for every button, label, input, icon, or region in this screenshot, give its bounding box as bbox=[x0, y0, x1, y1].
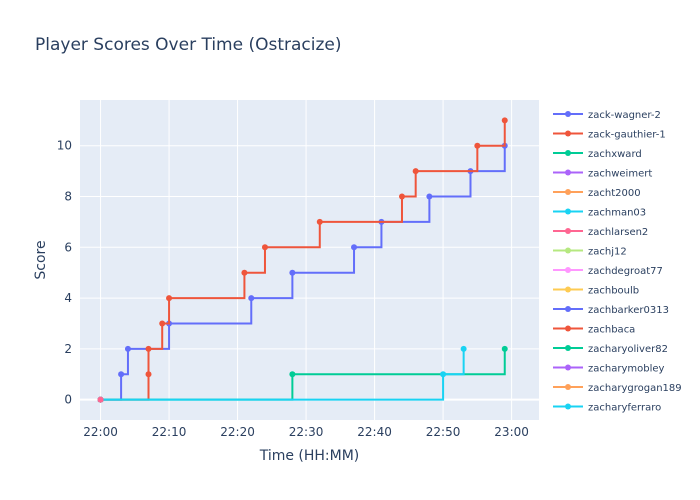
legend-label: zachj12 bbox=[588, 247, 627, 258]
series-zacharyburgess bbox=[97, 396, 104, 403]
y-tick-label: 10 bbox=[57, 139, 72, 153]
legend-item[interactable]: zachdegroat77 bbox=[553, 266, 663, 277]
legend-label: zachman03 bbox=[588, 208, 646, 219]
legend-marker bbox=[565, 364, 571, 371]
y-axis-title: Score bbox=[33, 240, 49, 279]
series-layer bbox=[97, 117, 508, 403]
legend-item[interactable]: zack-gauthier-1 bbox=[553, 130, 666, 141]
legend[interactable]: zack-wagner-2 zack-gauthier-1 zachxward zac… bbox=[553, 110, 682, 433]
legend-label: zacharymobley bbox=[588, 364, 665, 375]
legend-marker bbox=[565, 208, 571, 215]
legend-label: zachbaca bbox=[588, 325, 635, 336]
x-tick-label: 23:00 bbox=[494, 425, 529, 439]
legend-item[interactable]: zacharyoliver82 bbox=[553, 344, 668, 355]
plot-area bbox=[80, 100, 539, 420]
legend-marker bbox=[565, 228, 571, 234]
legend-marker bbox=[565, 189, 571, 195]
legend-item[interactable]: zachboulb bbox=[553, 286, 639, 297]
data-point bbox=[145, 371, 152, 378]
data-point bbox=[474, 142, 481, 149]
data-point bbox=[118, 371, 125, 378]
legend-label: zacharyferraro bbox=[588, 403, 661, 414]
data-point bbox=[501, 117, 508, 124]
data-point bbox=[241, 269, 248, 276]
legend-label: zachbarker0313 bbox=[588, 305, 669, 316]
data-point bbox=[145, 345, 152, 352]
data-point bbox=[289, 371, 296, 378]
legend-marker bbox=[565, 169, 571, 176]
legend-item[interactable]: zachxward bbox=[553, 149, 642, 160]
legend-item[interactable]: zachj12 bbox=[553, 247, 627, 258]
legend-marker bbox=[565, 345, 571, 351]
data-point bbox=[261, 244, 268, 251]
chart-title: Player Scores Over Time (Ostracize) bbox=[35, 35, 342, 55]
legend-marker bbox=[565, 325, 571, 332]
legend-label: zack-wagner-2 bbox=[588, 110, 661, 121]
x-axis-title: Time (HH:MM) bbox=[259, 448, 360, 464]
grid bbox=[80, 100, 539, 420]
legend-item[interactable]: zachweimert bbox=[553, 169, 652, 180]
legend-marker bbox=[565, 423, 571, 429]
legend-item[interactable]: zachbaca bbox=[553, 325, 635, 336]
data-point bbox=[460, 345, 467, 352]
legend-marker bbox=[565, 247, 571, 254]
data-point bbox=[351, 244, 358, 251]
data-point bbox=[501, 345, 508, 352]
legend-item[interactable]: zacht2000 bbox=[553, 188, 641, 199]
legend-label: zachxward bbox=[588, 149, 642, 160]
y-tick-label: 0 bbox=[64, 393, 72, 407]
legend-label: zachboulb bbox=[588, 286, 639, 297]
x-tick-label: 22:40 bbox=[357, 425, 392, 439]
y-tick-label: 8 bbox=[64, 190, 72, 204]
data-point bbox=[412, 168, 419, 175]
x-tick-label: 22:50 bbox=[426, 425, 461, 439]
data-point bbox=[248, 295, 255, 302]
legend-item[interactable]: zachman03 bbox=[553, 208, 646, 219]
x-tick-label: 22:10 bbox=[152, 425, 187, 439]
data-point bbox=[426, 193, 433, 200]
legend-label: zacharyoliver82 bbox=[588, 344, 668, 355]
y-tick-label: 6 bbox=[64, 240, 72, 254]
y-tick-label: 2 bbox=[64, 342, 72, 356]
legend-label: zacharyburgess bbox=[588, 422, 667, 433]
data-point bbox=[124, 345, 131, 352]
legend-marker bbox=[565, 384, 571, 390]
data-point bbox=[316, 218, 323, 225]
legend-label: zacharygrogan189 bbox=[588, 383, 682, 394]
data-point bbox=[159, 320, 166, 327]
legend-label: zachlarsen2 bbox=[588, 227, 648, 238]
axes: 0 2 4 6 8 10 22:00 22:10 22:20 22:30 22:40 22:50 23:… bbox=[57, 139, 529, 439]
data-point bbox=[398, 193, 405, 200]
data-point bbox=[97, 396, 104, 403]
legend-marker bbox=[565, 306, 571, 312]
legend-marker bbox=[565, 111, 571, 117]
legend-label: zack-gauthier-1 bbox=[588, 130, 666, 141]
legend-item[interactable]: zacharyferraro bbox=[553, 403, 661, 414]
data-point bbox=[289, 269, 296, 276]
data-point bbox=[166, 295, 173, 302]
x-tick-label: 22:00 bbox=[83, 425, 118, 439]
legend-item[interactable]: zacharyburgess bbox=[553, 422, 667, 433]
legend-label: zachdegroat77 bbox=[588, 266, 663, 277]
y-tick-label: 4 bbox=[64, 291, 72, 305]
legend-marker bbox=[565, 286, 571, 293]
legend-marker bbox=[565, 267, 571, 273]
x-tick-label: 22:30 bbox=[289, 425, 324, 439]
legend-item[interactable]: zacharymobley bbox=[553, 364, 665, 375]
legend-item[interactable]: zacharygrogan189 bbox=[553, 383, 682, 394]
legend-item[interactable]: zachbarker0313 bbox=[553, 305, 669, 316]
legend-label: zacht2000 bbox=[588, 188, 641, 199]
legend-item[interactable]: zachlarsen2 bbox=[553, 227, 648, 238]
legend-label: zachweimert bbox=[588, 169, 652, 180]
x-tick-label: 22:20 bbox=[220, 425, 255, 439]
legend-item[interactable]: zack-wagner-2 bbox=[553, 110, 661, 121]
legend-marker bbox=[565, 403, 571, 410]
legend-marker bbox=[565, 130, 571, 137]
legend-marker bbox=[565, 150, 571, 156]
series-line bbox=[100, 120, 506, 401]
data-point bbox=[440, 371, 447, 378]
